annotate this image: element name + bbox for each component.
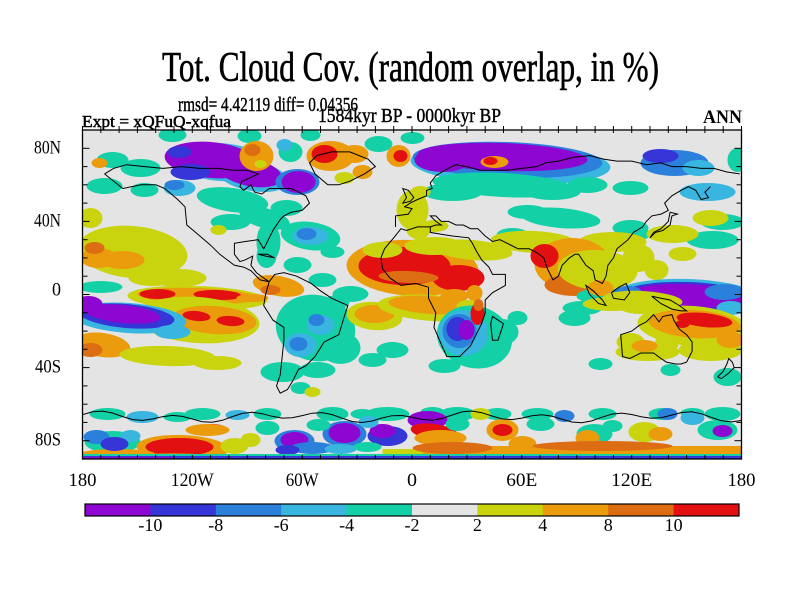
- svg-text:-4: -4: [339, 515, 354, 535]
- svg-text:180: 180: [69, 470, 97, 491]
- svg-text:ANN: ANN: [703, 107, 742, 128]
- svg-text:10: 10: [665, 515, 683, 535]
- svg-text:Tot. Cloud Cov. (random overla: Tot. Cloud Cov. (random overlap, in %): [162, 45, 659, 91]
- svg-text:4: 4: [538, 515, 547, 535]
- svg-text:2: 2: [473, 515, 482, 535]
- svg-text:-2: -2: [405, 515, 420, 535]
- svg-text:120E: 120E: [611, 470, 652, 491]
- svg-text:8: 8: [604, 515, 613, 535]
- svg-text:0: 0: [407, 470, 417, 491]
- svg-text:80S: 80S: [35, 430, 61, 451]
- svg-text:Expt = xQFuQ-xqfua: Expt = xQFuQ-xqfua: [82, 112, 231, 131]
- svg-text:40S: 40S: [35, 357, 61, 378]
- svg-text:rmsd= 4.42119 diff= 0.04356: rmsd= 4.42119 diff= 0.04356: [178, 94, 358, 116]
- svg-text:0: 0: [52, 280, 61, 301]
- svg-text:80N: 80N: [34, 137, 61, 158]
- svg-text:40N: 40N: [34, 210, 61, 231]
- svg-text:1584kyr BP - 0000kyr BP: 1584kyr BP - 0000kyr BP: [318, 105, 501, 127]
- svg-text:60W: 60W: [286, 470, 319, 491]
- svg-text:-8: -8: [208, 515, 223, 535]
- svg-text:-6: -6: [274, 515, 289, 535]
- svg-text:120W: 120W: [171, 470, 214, 491]
- svg-text:-10: -10: [138, 515, 162, 535]
- svg-text:60E: 60E: [506, 470, 537, 491]
- svg-text:180: 180: [728, 470, 756, 491]
